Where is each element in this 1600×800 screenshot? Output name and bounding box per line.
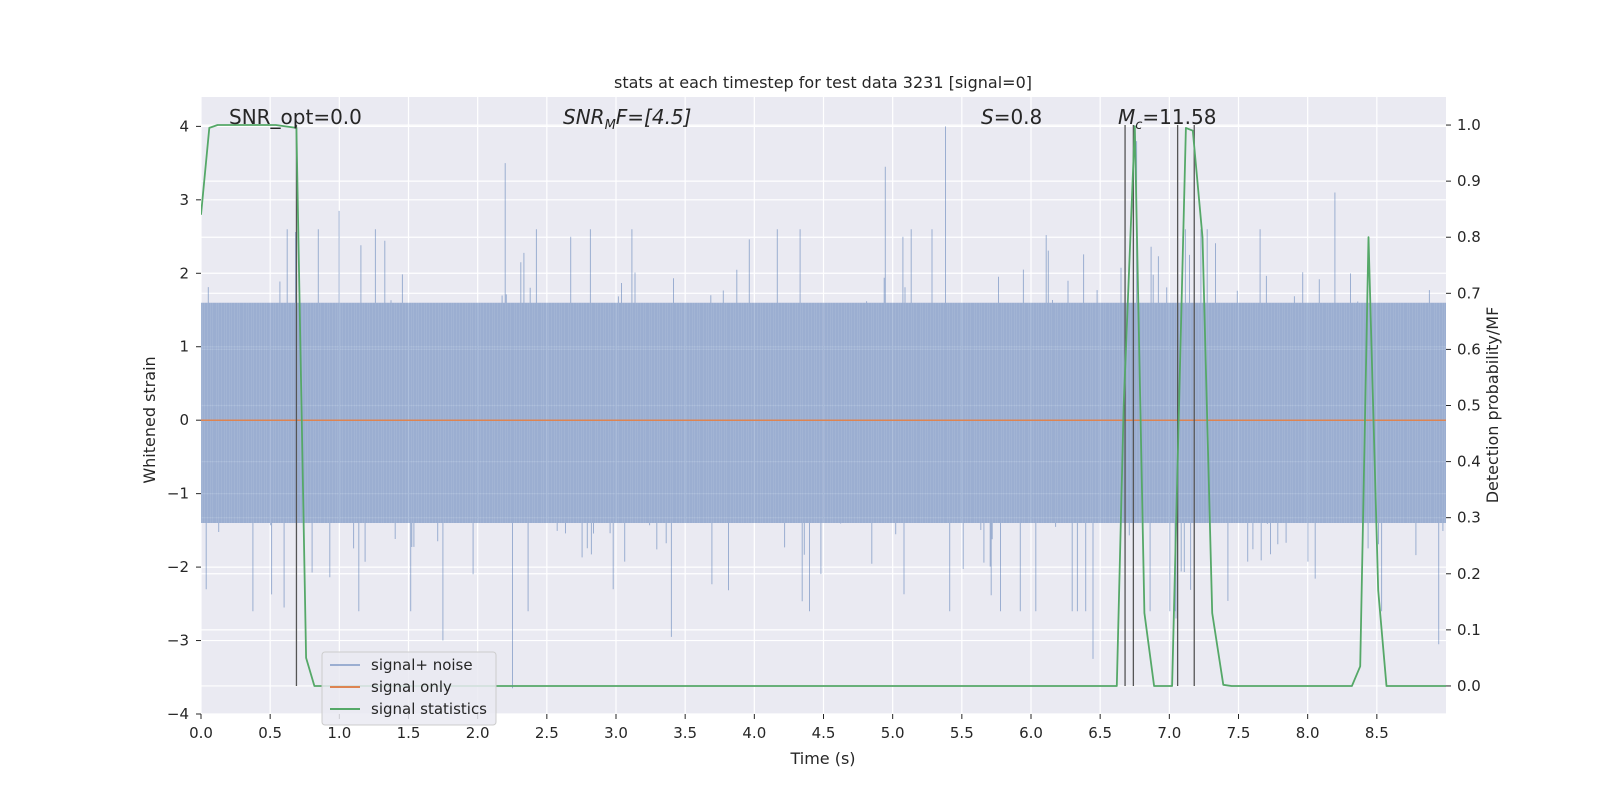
y-right-axis-label: Detection probability/MF bbox=[1483, 307, 1502, 504]
series-signal-noise bbox=[201, 126, 1446, 689]
legend-label-noise: signal+ noise bbox=[371, 656, 473, 674]
y-right-tick-label: 0.4 bbox=[1457, 453, 1481, 471]
series-signal-statistics bbox=[201, 124, 1446, 687]
y-right-tick-label: 0.8 bbox=[1457, 228, 1481, 246]
y-axis-label: Whitened strain bbox=[140, 356, 159, 483]
y-tick-label: 4 bbox=[179, 117, 189, 135]
x-tick-label: 2.5 bbox=[535, 724, 559, 742]
y-axis-ticks: 4 3 2 1 0 −1 −2 −3 −4 bbox=[167, 117, 201, 723]
annotation-s-symbol: S bbox=[981, 105, 994, 129]
y-right-tick-label: 1.0 bbox=[1457, 116, 1481, 134]
legend-frame bbox=[321, 651, 497, 726]
x-tick-label: 5.5 bbox=[950, 724, 974, 742]
x-tick-label: 6.5 bbox=[1088, 724, 1112, 742]
y-tick-label: −4 bbox=[167, 705, 189, 723]
legend-label-stats: signal statistics bbox=[371, 700, 487, 718]
x-tick-label: 1.5 bbox=[397, 724, 421, 742]
x-tick-label: 7.0 bbox=[1157, 724, 1181, 742]
y-tick-label: 0 bbox=[179, 411, 189, 429]
y-right-tick-label: 0.5 bbox=[1457, 397, 1481, 415]
y-right-tick-label: 0.3 bbox=[1457, 509, 1481, 527]
annotation-snr-mf-value: F=[4.5] bbox=[616, 105, 692, 129]
y-tick-label: −1 bbox=[167, 485, 189, 503]
y-right-tick-label: 0.6 bbox=[1457, 340, 1481, 358]
x-axis-ticks: 0.0 0.5 1.0 1.5 2.0 2.5 3.0 3.5 4.0 4.5 5.0 5.5 6.0 6… bbox=[189, 714, 1389, 742]
x-tick-label: 6.0 bbox=[1019, 724, 1043, 742]
annotation-s-value: =0.8 bbox=[994, 105, 1043, 129]
vertical-lines bbox=[295, 125, 1195, 686]
x-tick-label: 3.5 bbox=[673, 724, 697, 742]
y-tick-label: 3 bbox=[179, 191, 189, 209]
annotation-s: S=0.8 bbox=[981, 105, 1042, 129]
x-tick-label: 5.0 bbox=[881, 724, 905, 742]
y-right-tick-label: 0.0 bbox=[1457, 677, 1481, 695]
x-tick-label: 7.5 bbox=[1227, 724, 1251, 742]
x-axis-label: Time (s) bbox=[789, 749, 855, 768]
annotation-snr-mf: SNRMF=[4.5] bbox=[563, 105, 691, 133]
annotation-mc: Mc=11.58 bbox=[1118, 105, 1216, 133]
y-tick-label: −2 bbox=[167, 558, 189, 576]
chart-title: stats at each timestep for test data 323… bbox=[614, 73, 1032, 92]
annotation-snr-mf-subscript: M bbox=[605, 118, 616, 133]
x-tick-label: 2.0 bbox=[466, 724, 490, 742]
x-tick-label: 3.0 bbox=[604, 724, 628, 742]
y-right-tick-label: 0.2 bbox=[1457, 565, 1481, 583]
y-tick-label: 2 bbox=[179, 264, 189, 282]
y-right-tick-label: 0.9 bbox=[1457, 172, 1481, 190]
x-tick-label: 4.0 bbox=[742, 724, 766, 742]
x-tick-label: 0.0 bbox=[189, 724, 213, 742]
y-right-tick-label: 0.7 bbox=[1457, 284, 1481, 302]
x-tick-label: 8.0 bbox=[1296, 724, 1320, 742]
legend-label-signal: signal only bbox=[371, 678, 452, 696]
y-tick-label: −3 bbox=[167, 632, 189, 650]
x-tick-label: 8.5 bbox=[1365, 724, 1389, 742]
x-tick-label: 4.5 bbox=[812, 724, 836, 742]
annotation-snr-mf-symbol: SNR bbox=[563, 105, 605, 129]
x-tick-label: 0.5 bbox=[258, 724, 282, 742]
annotation-mc-symbol: M bbox=[1118, 105, 1135, 129]
x-tick-label: 1.0 bbox=[327, 724, 351, 742]
annotation-mc-subscript: c bbox=[1135, 118, 1142, 133]
noise-trace bbox=[201, 126, 1446, 689]
annotation-mc-value: =11.58 bbox=[1142, 105, 1216, 129]
signal-statistics-line bbox=[201, 124, 1446, 687]
y-right-axis-ticks: 1.0 0.9 0.8 0.7 0.6 0.5 0.4 0.3 0.2 0.1 0.0 bbox=[1446, 116, 1481, 695]
annotation-snr-opt: SNR_opt=0.0 bbox=[229, 105, 362, 129]
y-right-tick-label: 0.1 bbox=[1457, 621, 1481, 639]
y-tick-label: 1 bbox=[179, 338, 189, 356]
legend: signal+ noise signal only signal statist… bbox=[321, 651, 497, 726]
